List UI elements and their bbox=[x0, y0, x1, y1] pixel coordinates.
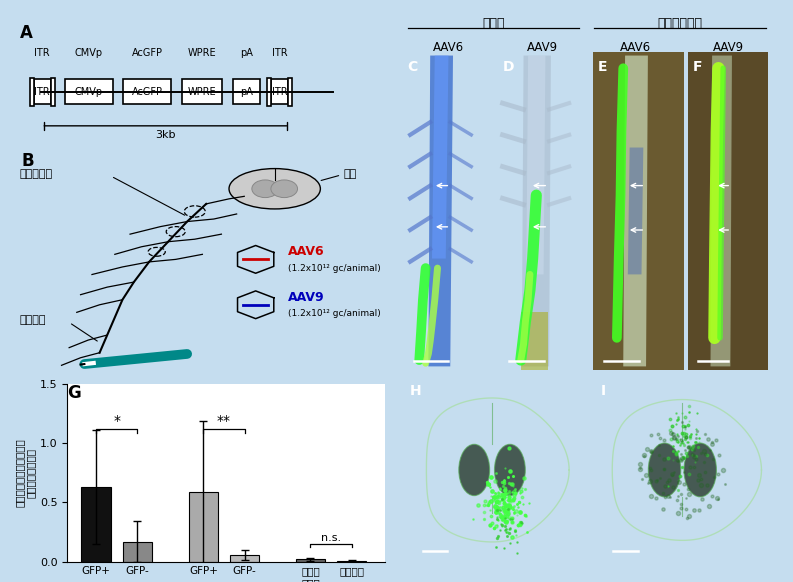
Text: (1.2x10¹² gc/animal): (1.2x10¹² gc/animal) bbox=[288, 264, 381, 273]
Ellipse shape bbox=[459, 444, 489, 496]
Text: CMVp: CMVp bbox=[75, 48, 103, 58]
Polygon shape bbox=[522, 55, 551, 367]
Bar bbox=[337, 560, 366, 562]
Text: C: C bbox=[408, 61, 418, 74]
Text: AAV6: AAV6 bbox=[619, 41, 651, 55]
Polygon shape bbox=[521, 313, 548, 370]
Text: pA: pA bbox=[240, 48, 253, 58]
Ellipse shape bbox=[684, 443, 716, 497]
Text: 後根神経節: 後根神経節 bbox=[20, 169, 53, 179]
Bar bbox=[266, 77, 271, 106]
Polygon shape bbox=[527, 55, 546, 275]
Bar bbox=[124, 79, 171, 104]
Text: AcGFP: AcGFP bbox=[132, 87, 163, 97]
Text: ITR: ITR bbox=[34, 87, 50, 97]
Text: マーモセット: マーモセット bbox=[657, 16, 703, 30]
Text: B: B bbox=[21, 152, 34, 170]
Text: WPRE: WPRE bbox=[188, 48, 216, 58]
Bar bbox=[288, 77, 292, 106]
Text: AAV6: AAV6 bbox=[288, 245, 324, 258]
Text: (1.2x10¹² gc/animal): (1.2x10¹² gc/animal) bbox=[288, 309, 381, 318]
Text: AAV6: AAV6 bbox=[433, 41, 465, 55]
Text: E: E bbox=[598, 61, 607, 74]
Bar bbox=[51, 77, 55, 106]
Text: AcGFP: AcGFP bbox=[132, 48, 163, 58]
Text: ラット: ラット bbox=[482, 16, 505, 30]
Text: ITR: ITR bbox=[271, 87, 287, 97]
Polygon shape bbox=[432, 55, 449, 258]
Text: I: I bbox=[600, 384, 605, 398]
Polygon shape bbox=[428, 55, 453, 367]
Text: D: D bbox=[503, 61, 514, 74]
Text: ITR: ITR bbox=[34, 48, 50, 58]
Y-axis label: ベクターゲノムコピー数
（１細胞あたり）: ベクターゲノムコピー数 （１細胞あたり） bbox=[14, 438, 36, 508]
Text: pA: pA bbox=[240, 87, 253, 97]
Polygon shape bbox=[623, 55, 648, 367]
Text: A: A bbox=[20, 24, 33, 42]
Bar bbox=[34, 79, 51, 104]
Bar bbox=[271, 79, 288, 104]
Text: ITR: ITR bbox=[271, 48, 287, 58]
Polygon shape bbox=[711, 55, 732, 367]
Bar bbox=[189, 492, 218, 562]
Bar bbox=[123, 541, 152, 562]
Ellipse shape bbox=[229, 169, 320, 209]
Ellipse shape bbox=[271, 180, 297, 198]
Ellipse shape bbox=[495, 444, 525, 496]
Text: *: * bbox=[113, 414, 121, 428]
Bar bbox=[233, 79, 260, 104]
Text: CMVp: CMVp bbox=[75, 87, 103, 97]
Text: **: ** bbox=[217, 414, 231, 428]
Ellipse shape bbox=[649, 443, 680, 497]
Text: G: G bbox=[67, 384, 81, 402]
Bar bbox=[82, 487, 111, 562]
Text: 脏錄: 脏錄 bbox=[343, 169, 357, 179]
Bar bbox=[65, 79, 113, 104]
Text: 3kb: 3kb bbox=[155, 130, 176, 140]
Text: AAV9: AAV9 bbox=[713, 41, 744, 55]
Text: H: H bbox=[410, 384, 422, 398]
Text: F: F bbox=[692, 61, 702, 74]
Bar bbox=[296, 559, 325, 562]
Polygon shape bbox=[628, 148, 643, 275]
Text: AAV9: AAV9 bbox=[527, 41, 557, 55]
Bar bbox=[29, 77, 34, 106]
Ellipse shape bbox=[252, 180, 278, 198]
Text: AAV9: AAV9 bbox=[288, 290, 324, 304]
Bar bbox=[230, 555, 259, 562]
Text: 坐骨神経: 坐骨神経 bbox=[20, 315, 46, 325]
Text: WPRE: WPRE bbox=[188, 87, 216, 97]
Bar bbox=[182, 79, 222, 104]
Text: n.s.: n.s. bbox=[321, 533, 341, 542]
